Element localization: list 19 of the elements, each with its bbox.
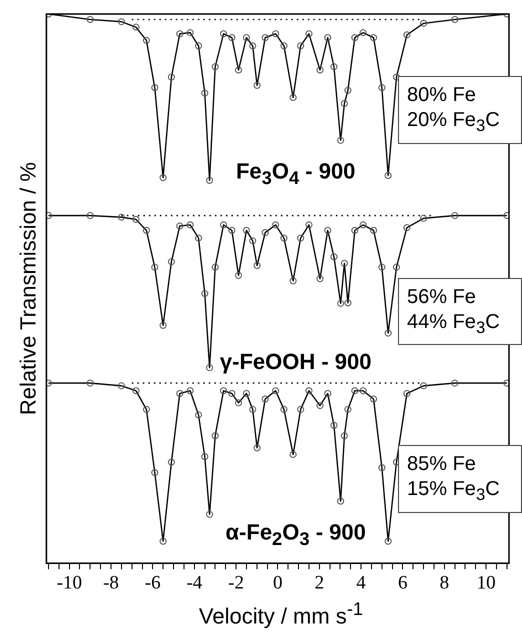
x-tick-label: 6: [398, 572, 408, 594]
x-tick-label: 4: [356, 572, 366, 594]
x-tick-label: 2: [314, 572, 324, 594]
x-tick-label: -4: [186, 572, 203, 594]
annotation: 80% Fe 20% Fe$_{3}$C: [398, 76, 522, 144]
x-tick-label: -10: [56, 572, 82, 594]
x-axis-title: Velocity / mm s$^{-1}$: [198, 598, 364, 630]
series-label: Fe$_{3}$O$_{4}$ - 900: [236, 159, 356, 188]
x-tick-label: -2: [228, 572, 244, 594]
x-tick-label: -6: [144, 572, 161, 594]
x-tick-label: -8: [103, 572, 119, 594]
series-label: γ-FeOOH - 900: [220, 348, 372, 374]
annotation: 85% Fe 15% Fe$_{3}$C: [398, 445, 522, 513]
x-tick-label: 0: [272, 572, 282, 594]
x-tick-label: 10: [476, 572, 496, 594]
x-tick-label: 8: [440, 572, 450, 594]
annotation: 56% Fe 44% Fe$_{3}$C: [398, 278, 522, 346]
y-axis-title: Relative Transmission / %: [15, 162, 40, 416]
series-label: α-Fe$_{2}$O$_{3}$ - 900: [226, 520, 366, 550]
